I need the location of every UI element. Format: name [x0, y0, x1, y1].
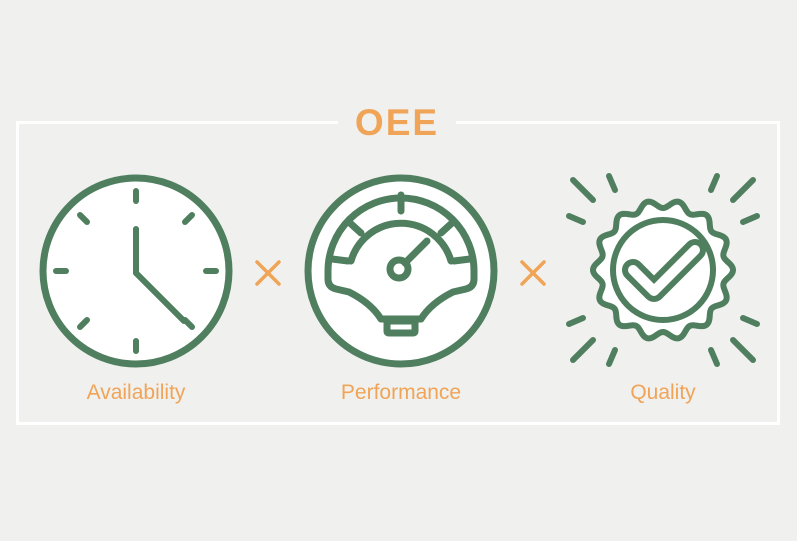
oee-title: OEE: [338, 100, 456, 146]
quality-label: Quality: [630, 381, 696, 404]
performance-label: Performance: [340, 381, 462, 404]
clock-icon: [39, 174, 233, 368]
speedometer-icon: [304, 174, 498, 368]
quality-badge-check-icon: [566, 173, 760, 367]
availability-label: Availability: [86, 381, 186, 404]
multiply-icon: [520, 260, 546, 286]
multiply-icon: [255, 260, 281, 286]
